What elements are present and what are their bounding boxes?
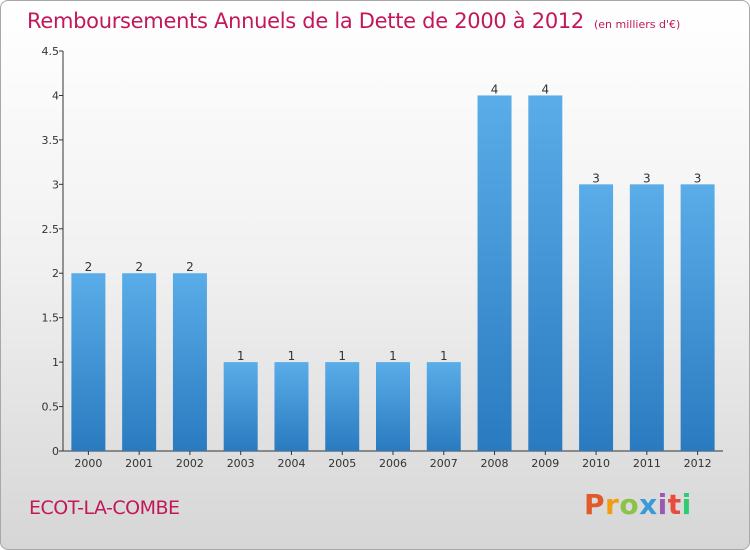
bar-value-label: 2 [85, 260, 93, 274]
bar-value-label: 3 [592, 171, 600, 185]
bar [274, 362, 309, 451]
bar [680, 184, 715, 452]
bar [325, 362, 360, 451]
bar-value-label: 2 [135, 260, 143, 274]
y-tick-label: 3 [52, 178, 59, 191]
bar [477, 95, 512, 451]
y-tick-label: 4 [52, 89, 59, 102]
logo-letter: x [639, 488, 658, 521]
bar-value-label: 1 [237, 349, 245, 363]
chart-title: Remboursements Annuels de la Dette de 20… [27, 9, 680, 33]
x-tick-label: 2010 [582, 457, 610, 470]
bar-value-label: 4 [491, 82, 499, 96]
bar-value-label: 1 [389, 349, 397, 363]
x-tick-label: 2011 [633, 457, 661, 470]
bar [122, 273, 157, 451]
x-tick-label: 2002 [176, 457, 204, 470]
y-tick-label: 2 [52, 267, 59, 280]
bar-value-label: 3 [694, 171, 702, 185]
logo-letter: o [619, 488, 640, 521]
x-tick-label: 2008 [481, 457, 509, 470]
y-tick-label: 2.5 [42, 223, 60, 236]
y-tick-label: 0 [52, 445, 59, 458]
logo-letter: i [681, 488, 692, 521]
bar [71, 273, 106, 451]
chart-axes: 0 0.5 1 1.5 2 2.5 3 3.5 4 4.5 2000 2001 2002 2003 2004… [42, 45, 723, 470]
bar [579, 184, 614, 452]
y-tick-label: 3.5 [42, 134, 60, 147]
bar [528, 95, 563, 451]
logo-letter: t [667, 488, 682, 521]
bar-value-label: 2 [186, 260, 194, 274]
chart-bars: 2 2 2 1 1 1 1 1 4 4 3 3 3 [71, 82, 715, 452]
x-tick-label: 2001 [125, 457, 153, 470]
bar [172, 273, 207, 451]
bar-value-label: 1 [288, 349, 296, 363]
x-tick-label: 2009 [531, 457, 559, 470]
chart-title-text: Remboursements Annuels de la Dette de 20… [27, 9, 584, 33]
commune-name: ECOT-LA-COMBE [29, 497, 180, 519]
bar-value-label: 1 [338, 349, 346, 363]
x-tick-label: 2004 [277, 457, 305, 470]
x-tick-label: 2007 [430, 457, 458, 470]
bar [426, 362, 461, 451]
y-tick-label: 1 [52, 356, 59, 369]
proxiti-logo[interactable]: Proxiti [584, 488, 692, 521]
y-tick-label: 0.5 [42, 401, 60, 414]
x-tick-label: 2000 [74, 457, 102, 470]
y-tick-label: 1.5 [42, 312, 60, 325]
bar [223, 362, 258, 451]
logo-letter: r [605, 488, 620, 521]
logo-letter: P [584, 488, 606, 521]
bar [629, 184, 664, 452]
x-tick-label: 2003 [227, 457, 255, 470]
logo-letter: i [657, 488, 668, 521]
x-tick-label: 2012 [684, 457, 712, 470]
y-tick-label: 4.5 [42, 45, 60, 58]
bar-value-label: 3 [643, 171, 651, 185]
chart-unit: (en milliers d'€) [594, 18, 681, 31]
bar [376, 362, 410, 451]
x-tick-label: 2006 [379, 457, 407, 470]
x-tick-label: 2005 [328, 457, 356, 470]
bar-value-label: 4 [541, 82, 549, 96]
bar-value-label: 1 [440, 349, 448, 363]
